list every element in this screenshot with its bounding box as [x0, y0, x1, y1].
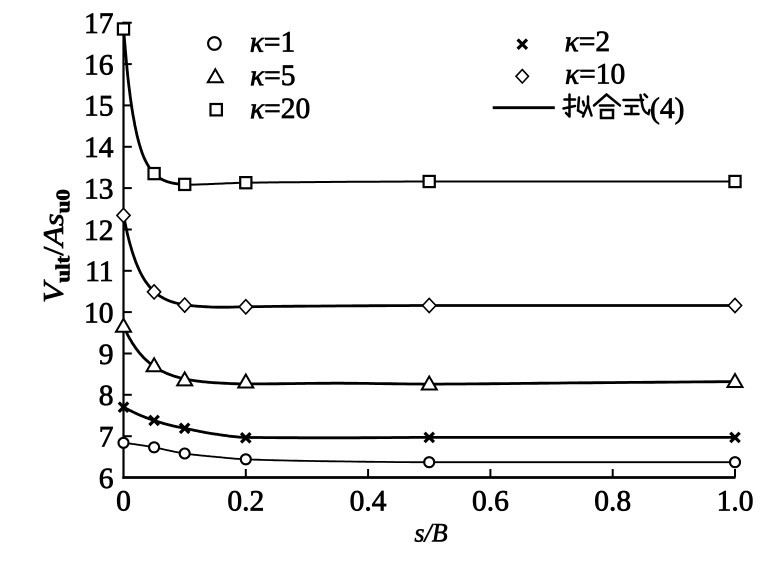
- svg-text:17: 17: [84, 8, 114, 40]
- svg-text:10: 10: [84, 297, 114, 329]
- svg-text:12: 12: [84, 215, 114, 247]
- svg-text:κ=1: κ=1: [250, 27, 296, 59]
- svg-text:0.8: 0.8: [594, 485, 631, 517]
- svg-text:0.6: 0.6: [472, 485, 509, 517]
- svg-text:14: 14: [84, 132, 114, 164]
- svg-text:16: 16: [84, 49, 114, 81]
- svg-text:7: 7: [99, 422, 114, 454]
- svg-text:(4): (4): [650, 93, 684, 125]
- svg-text:9: 9: [99, 339, 114, 371]
- svg-text:κ=2: κ=2: [565, 26, 611, 58]
- svg-text:6: 6: [99, 463, 114, 495]
- svg-text:11: 11: [85, 256, 113, 288]
- svg-text:s/B: s/B: [414, 519, 447, 548]
- svg-text:0: 0: [116, 485, 131, 517]
- svg-text:κ=20: κ=20: [250, 93, 310, 125]
- svg-text:15: 15: [84, 91, 114, 123]
- svg-text:Vult/Asu0: Vult/Asu0: [39, 189, 75, 303]
- svg-text:0.2: 0.2: [227, 485, 264, 517]
- svg-text:8: 8: [99, 380, 114, 412]
- svg-text:0.4: 0.4: [350, 485, 387, 517]
- svg-text:13: 13: [84, 173, 114, 205]
- svg-text:κ=10: κ=10: [565, 59, 625, 91]
- svg-text:κ=5: κ=5: [250, 60, 296, 92]
- svg-text:1.0: 1.0: [717, 485, 754, 517]
